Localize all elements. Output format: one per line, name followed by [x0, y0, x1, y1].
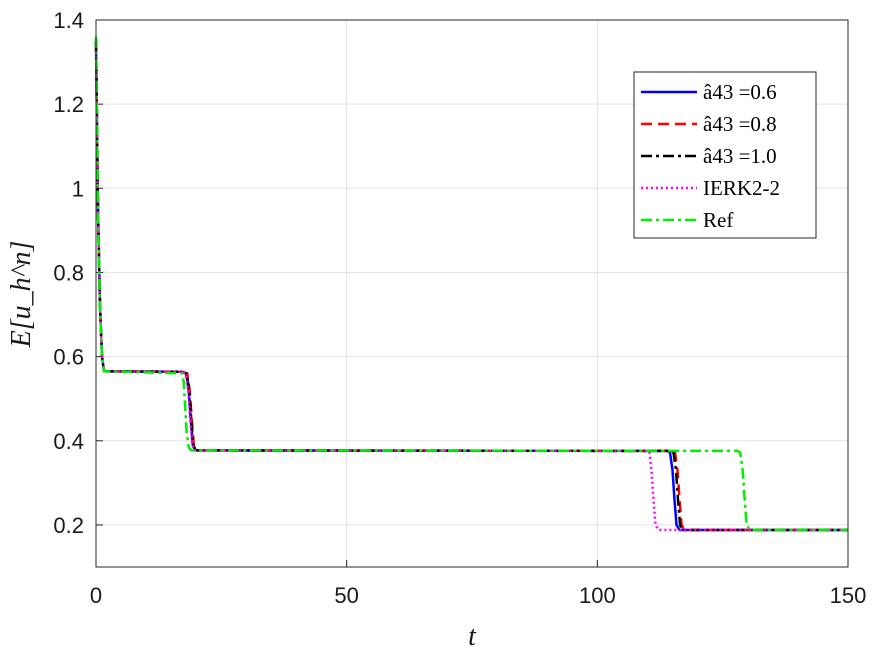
legend-label-4: IERK2-2	[703, 176, 780, 200]
x-tick-label: 100	[579, 583, 616, 608]
legend: â43 =0.6 â43 =0.8 â43 =1.0 IERK2-2 Ref	[633, 71, 817, 239]
legend-label-2: â43 =0.8	[703, 112, 777, 136]
series-line-4	[94, 40, 848, 532]
legend-label-1: â43 =0.6	[703, 80, 777, 104]
x-tick-label: 0	[90, 583, 102, 608]
y-tick-label: 0.8	[53, 260, 84, 285]
legend-label-5: Ref	[703, 208, 733, 232]
series-line-5	[94, 36, 848, 532]
series-lines	[94, 36, 848, 532]
y-tick-label: 1.2	[53, 92, 84, 117]
plot-frame	[95, 19, 849, 568]
y-tick-label: 1	[72, 176, 84, 201]
tick-labels: 0 50 100 150 0.2 0.4 0.6 0.8 1 1.2 1.4	[53, 8, 866, 608]
y-tick-label: 0.4	[53, 429, 84, 454]
y-tick-label: 0.6	[53, 345, 84, 370]
x-tick-label: 50	[334, 583, 358, 608]
y-axis-label: E[u_h^n]	[6, 241, 37, 349]
y-tick-label: 1.4	[53, 8, 84, 33]
legend-label-3: â43 =1.0	[703, 144, 777, 168]
x-axis-label: t	[468, 621, 477, 652]
x-tick-label: 150	[830, 583, 867, 608]
y-tick-label: 0.2	[53, 513, 84, 538]
